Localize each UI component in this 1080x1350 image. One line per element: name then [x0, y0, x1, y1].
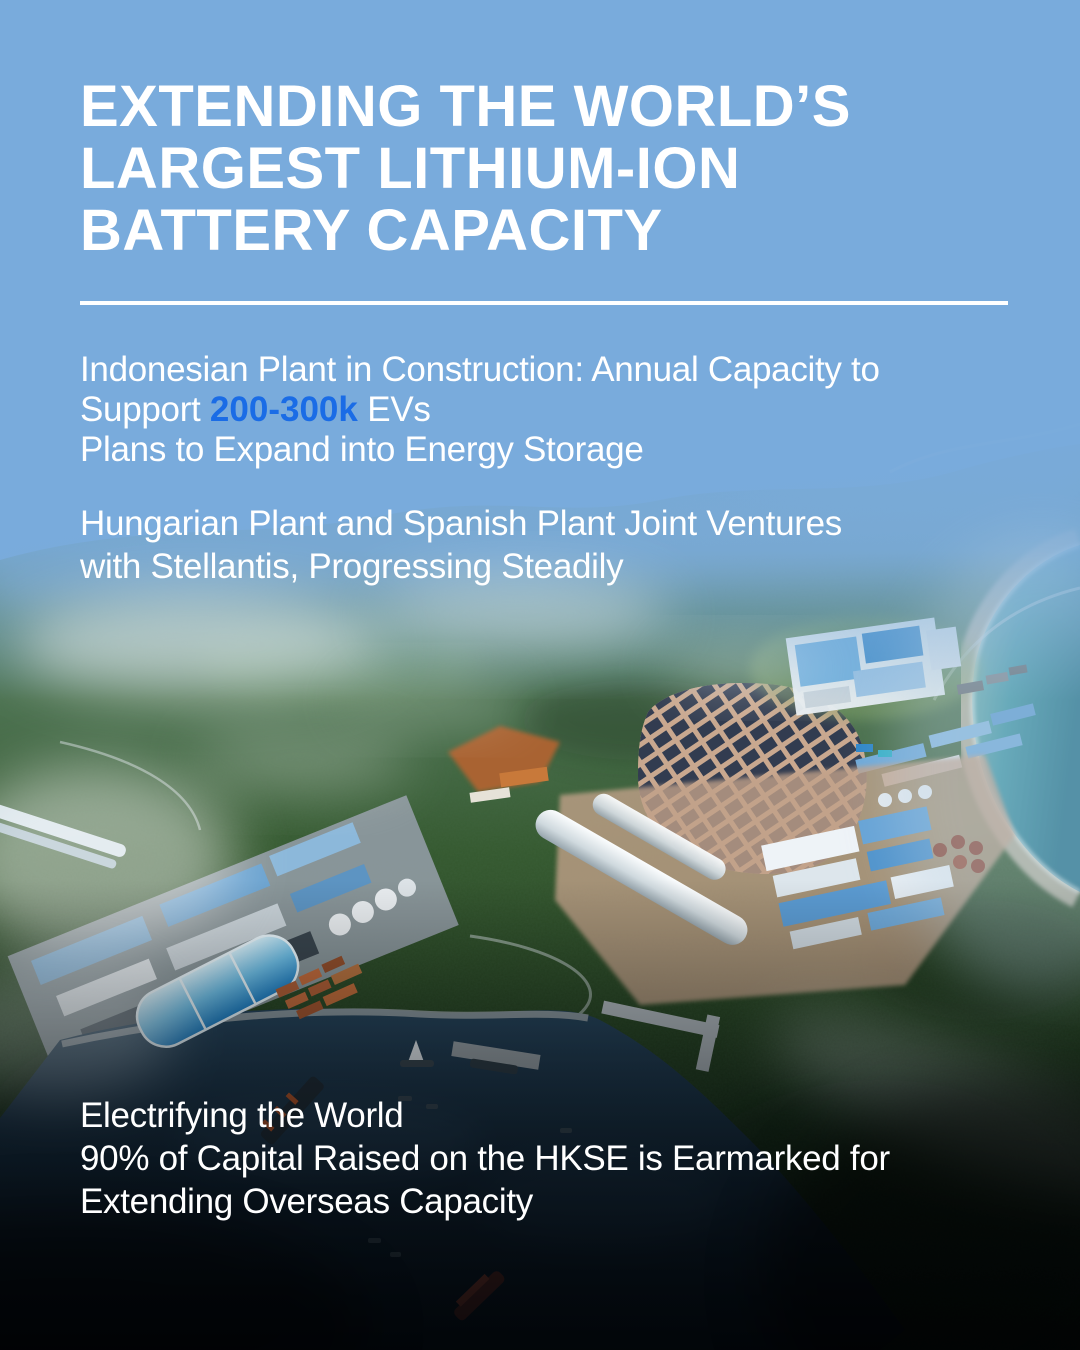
indonesia-line-2: Support 200-300k EVs [80, 390, 1020, 430]
capital-line-3: Extending Overseas Capacity [80, 1182, 533, 1221]
headline-line-3: BATTERY CAPACITY [80, 198, 663, 264]
headline-line-1: EXTENDING THE WORLD’S [80, 74, 851, 139]
bottom-vignette [0, 880, 1080, 1350]
divider-rule [80, 301, 1008, 305]
capacity-prefix: Support [80, 390, 210, 429]
indonesia-line-3: Plans to Expand into Energy Storage [80, 430, 644, 469]
europe-line-2: with Stellantis, Progressing Steadily [80, 547, 624, 586]
capacity-highlight: 200-300k [209, 390, 358, 429]
indonesia-line-1: Indonesian Plant in Construction: Annual… [80, 350, 880, 389]
europe-jv-text: Hungarian Plant and Spanish Plant Joint … [80, 502, 1020, 588]
headline: EXTENDING THE WORLD’S LARGEST LITHIUM-IO… [80, 74, 1020, 264]
capacity-suffix: EVs [357, 390, 431, 429]
capital-line-2: 90% of Capital Raised on the HKSE is Ear… [80, 1139, 890, 1178]
europe-line-1: Hungarian Plant and Spanish Plant Joint … [80, 504, 842, 543]
resort-building [448, 726, 560, 803]
capital-allocation-text: Electrifying the World 90% of Capital Ra… [80, 1094, 1020, 1223]
capital-line-1: Electrifying the World [80, 1096, 404, 1135]
headline-line-2: LARGEST LITHIUM-ION [80, 136, 741, 202]
indonesia-plant-text: Indonesian Plant in Construction: Annual… [80, 350, 1020, 470]
